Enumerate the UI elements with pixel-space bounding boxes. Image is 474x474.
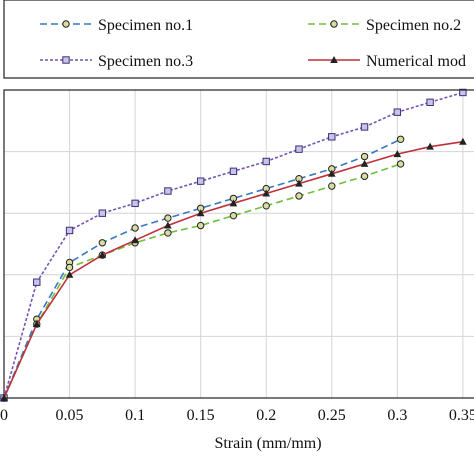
data-point	[196, 209, 205, 217]
x-axis-title: Strain (mm/mm)	[214, 435, 321, 452]
data-point	[330, 20, 338, 28]
series-line	[3, 91, 464, 399]
series	[0, 137, 467, 401]
x-tick-label: 0.15	[187, 407, 215, 424]
data-point	[65, 270, 74, 278]
data-point	[164, 229, 172, 237]
data-point	[65, 263, 74, 272]
legend-box	[3, 0, 474, 79]
x-tick-label: 0.3	[387, 407, 407, 424]
legend-label: Numerical mod	[366, 53, 466, 70]
x-tick-label: 0	[0, 407, 8, 424]
data-point	[327, 169, 336, 177]
data-point	[98, 239, 107, 247]
data-point	[459, 88, 467, 97]
data-point	[295, 145, 303, 153]
data-point	[229, 211, 238, 220]
data-point	[65, 226, 74, 235]
data-point	[396, 135, 405, 143]
legend-entry: Specimen no.1	[40, 17, 193, 34]
legend-entry: Specimen no.2	[308, 17, 461, 34]
data-point	[164, 214, 172, 222]
data-point	[459, 137, 467, 145]
data-point	[164, 187, 172, 195]
series-line	[3, 163, 401, 399]
x-tick-label: 0.1	[125, 407, 145, 424]
data-point	[262, 202, 270, 210]
data-point	[131, 199, 139, 208]
data-point	[229, 167, 238, 176]
plot-series	[0, 88, 467, 402]
data-point	[328, 182, 336, 190]
legend-label: Specimen no.1	[98, 17, 193, 34]
legend-entry: Numerical mod	[308, 53, 466, 70]
data-point	[131, 224, 139, 232]
data-point	[131, 236, 139, 244]
data-point	[229, 199, 238, 207]
series	[0, 160, 405, 402]
data-point	[196, 177, 205, 185]
x-tick-label: 0.25	[318, 407, 346, 424]
data-point	[295, 192, 303, 200]
plot-grid	[3, 90, 474, 398]
data-point	[62, 56, 70, 64]
data-point	[98, 209, 107, 217]
series-line	[3, 140, 464, 399]
data-point	[32, 320, 41, 328]
data-point	[262, 189, 271, 197]
legend-label: Specimen no.3	[98, 53, 193, 70]
data-point	[393, 108, 402, 116]
legend: Specimen no.1 Specimen no.2 Specimen no.3 N…	[3, 0, 474, 79]
data-point	[262, 157, 270, 166]
data-point	[330, 56, 338, 63]
series	[0, 135, 405, 402]
data-point	[360, 172, 369, 180]
data-point	[164, 221, 172, 229]
x-tick-label: 0.05	[56, 407, 84, 424]
data-point	[360, 123, 369, 131]
data-point	[360, 152, 369, 161]
x-axis-ticks: 0 0.05 0.1 0.15 0.2 0.25 0.3 0.35	[0, 407, 474, 424]
plot-frame	[3, 89, 474, 399]
data-point	[426, 98, 434, 107]
x-tick-label: 0.35	[449, 407, 474, 424]
legend-label: Specimen no.2	[366, 17, 461, 34]
data-point	[426, 142, 434, 150]
data-point	[33, 278, 41, 286]
data-point	[393, 150, 402, 158]
data-point	[98, 251, 107, 259]
x-tick-label: 0.2	[256, 407, 276, 424]
data-point	[295, 179, 303, 187]
data-point	[360, 159, 369, 167]
series	[0, 88, 467, 402]
data-point	[328, 133, 336, 141]
data-point	[396, 160, 405, 168]
data-point	[196, 221, 205, 230]
data-point	[62, 20, 70, 28]
legend-entry: Specimen no.3	[40, 53, 193, 70]
